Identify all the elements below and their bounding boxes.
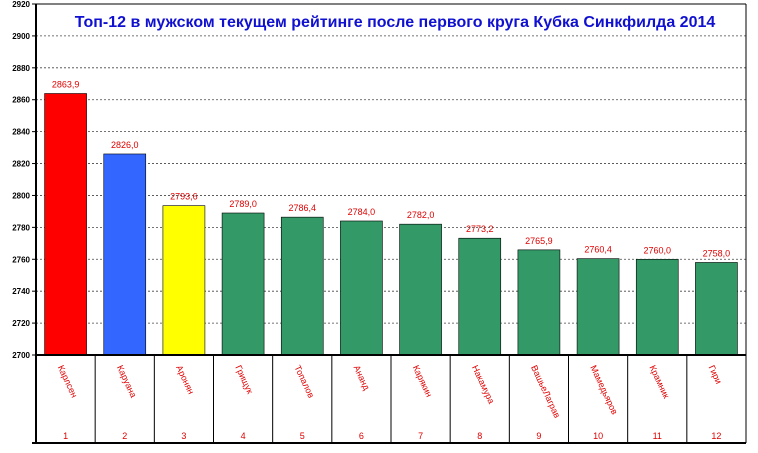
category-label: Гири <box>707 364 724 386</box>
category-label: Грищук <box>233 364 255 396</box>
category-label: Карлсен <box>56 364 80 400</box>
y-tick-label: 2800 <box>12 191 30 200</box>
rank-label: 8 <box>477 431 482 441</box>
data-label: 2782,0 <box>407 210 435 220</box>
rank-label: 3 <box>181 431 186 441</box>
category-label: ВашьеЛаграв <box>529 364 562 420</box>
bar <box>44 93 87 356</box>
rank-label: 4 <box>241 431 246 441</box>
y-tick-label: 2820 <box>12 160 30 169</box>
data-label: 2793,6 <box>170 192 198 202</box>
bar <box>576 258 620 356</box>
data-label: 2758,0 <box>703 248 731 258</box>
bar <box>340 220 383 356</box>
rank-label: 5 <box>300 431 305 441</box>
category-label: Аронян <box>174 364 196 396</box>
y-tick-label: 2900 <box>12 32 30 41</box>
bar <box>103 153 147 356</box>
bar <box>458 237 502 356</box>
category-label: Ананд <box>352 364 372 393</box>
bar <box>695 262 738 356</box>
rank-label: 6 <box>359 431 364 441</box>
rank-label: 12 <box>711 431 721 441</box>
y-tick-label: 2740 <box>12 287 30 296</box>
category-label: Каруана <box>115 364 139 400</box>
bar <box>280 216 324 356</box>
rank-label: 9 <box>536 431 541 441</box>
chart-title: Топ-12 в мужском текущем рейтинге после … <box>75 14 716 31</box>
rank-label: 7 <box>418 431 423 441</box>
y-tick-label: 2720 <box>12 319 30 328</box>
data-label: 2760,0 <box>643 245 671 255</box>
rank-label: 1 <box>63 431 68 441</box>
y-tick-label: 2880 <box>12 64 30 73</box>
data-label: 2789,0 <box>229 199 257 209</box>
category-label: Топалов <box>292 364 316 400</box>
bar <box>517 249 561 356</box>
data-label: 2786,4 <box>288 203 316 213</box>
category-label: Крамник <box>647 364 671 400</box>
y-tick-label: 2780 <box>12 223 30 232</box>
category-label: Мамедьяров <box>588 364 620 417</box>
y-tick-label: 2760 <box>12 255 30 264</box>
y-tick-label: 2840 <box>12 128 30 137</box>
bar <box>162 205 206 356</box>
data-label: 2765,9 <box>525 236 553 246</box>
bar <box>635 258 679 356</box>
data-label: 2773,2 <box>466 224 494 234</box>
rank-label: 11 <box>653 431 662 441</box>
category-label: Накамура <box>470 364 497 406</box>
rank-label: 10 <box>593 431 603 441</box>
data-label: 2826,0 <box>111 140 139 150</box>
bar <box>399 223 442 356</box>
rank-label: 2 <box>122 431 127 441</box>
data-label: 2863,9 <box>52 80 80 90</box>
category-label: Карякин <box>411 364 434 399</box>
bar <box>221 212 265 356</box>
y-tick-label: 2860 <box>12 96 30 105</box>
data-label: 2784,0 <box>348 207 376 217</box>
y-tick-label: 2700 <box>12 351 30 360</box>
y-tick-label: 2920 <box>12 0 30 9</box>
data-label: 2760,4 <box>584 245 612 255</box>
